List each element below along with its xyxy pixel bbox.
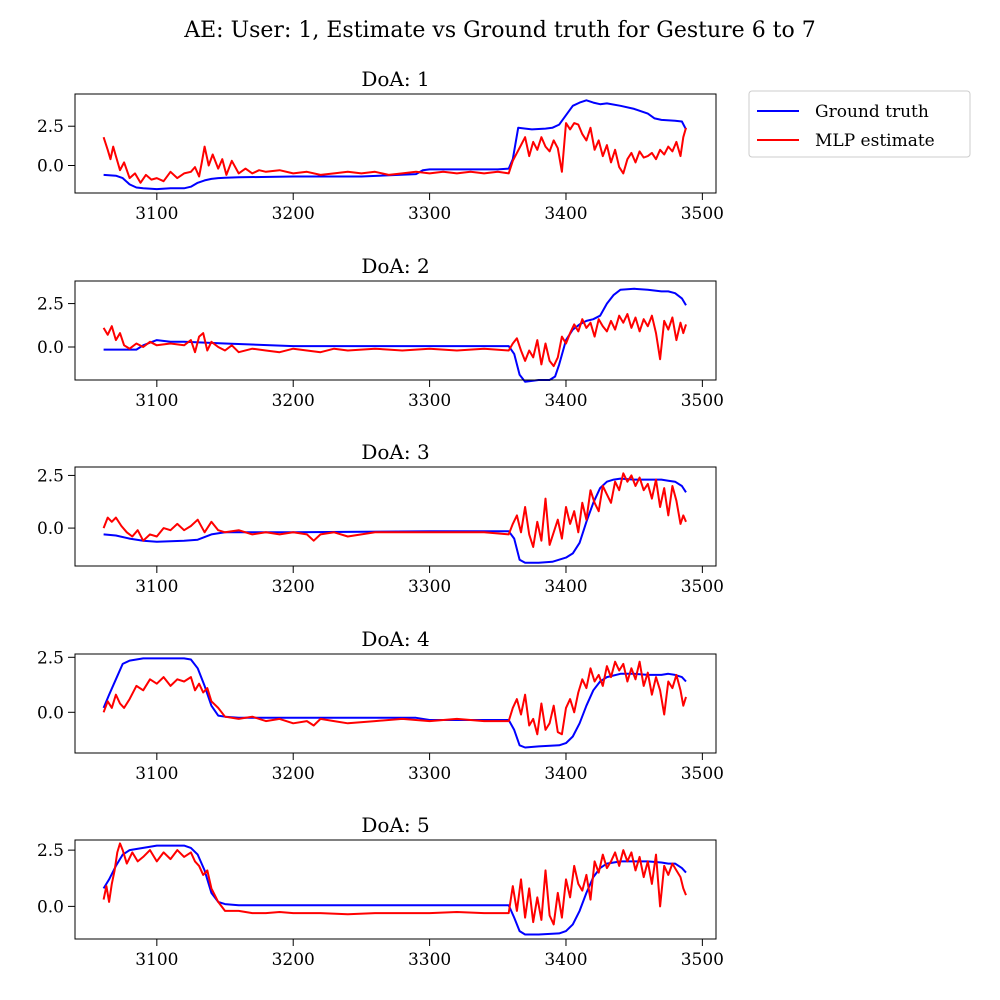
- y-tick-label: 2.5: [37, 648, 64, 668]
- x-tick-label: 3300: [408, 391, 451, 411]
- x-tick-label: 3400: [544, 391, 587, 411]
- x-tick-label: 3400: [544, 950, 587, 970]
- y-tick-label: 0.0: [37, 157, 64, 177]
- x-tick-label: 3300: [408, 577, 451, 597]
- subplot-title: DoA: 1: [361, 67, 429, 91]
- legend: Ground truth MLP estimate: [748, 90, 971, 158]
- mlp-estimate-line: [102, 313, 687, 368]
- mlp-estimate-line: [102, 472, 687, 548]
- ground-truth-line: [103, 477, 687, 564]
- x-tick-label: 3100: [135, 204, 178, 224]
- x-tick-label: 3500: [681, 764, 724, 784]
- mlp-estimate-line: [102, 122, 687, 184]
- subplot-title: DoA: 3: [361, 440, 429, 464]
- subplot-1: DoA: 1 3100 3200 3300 3400 3500 0.0 2.5: [37, 67, 724, 224]
- x-tick-label: 3400: [544, 204, 587, 224]
- axes-frame: [74, 466, 717, 567]
- mlp-estimate-line: [102, 842, 687, 926]
- x-tick-label: 3400: [544, 764, 587, 784]
- figure-title: AE: User: 1, Estimate vs Ground truth fo…: [183, 18, 816, 43]
- x-tick-label: 3200: [272, 204, 315, 224]
- x-tick-label: 3500: [681, 577, 724, 597]
- ground-truth-line: [103, 99, 687, 191]
- ground-truth-line: [103, 287, 687, 383]
- legend-label-mlp-estimate: MLP estimate: [815, 131, 935, 151]
- axes-frame: [74, 93, 717, 194]
- subplots: DoA: 1 3100 3200 3300 3400 3500 0.0 2.5 DoA: 2 31…: [37, 67, 724, 970]
- x-tick-label: 3100: [135, 391, 178, 411]
- x-tick-label: 3400: [544, 577, 587, 597]
- y-tick-label: 2.5: [37, 295, 64, 315]
- y-tick-label: 0.0: [37, 519, 64, 539]
- x-tick-label: 3100: [135, 764, 178, 784]
- axes-frame: [74, 280, 717, 381]
- x-tick-label: 3300: [408, 204, 451, 224]
- subplot-2: DoA: 2 3100 3200 3300 3400 3500 0.0 2.5: [37, 254, 724, 411]
- subplot-title: DoA: 4: [361, 627, 429, 651]
- subplot-3: DoA: 3 3100 3200 3300 3400 3500 0.0 2.5: [37, 440, 724, 597]
- y-tick-label: 2.5: [37, 466, 64, 486]
- subplot-4: DoA: 4 3100 3200 3300 3400 3500 0.0 2.5: [37, 627, 724, 784]
- x-tick-label: 3500: [681, 391, 724, 411]
- subplot-title: DoA: 2: [361, 254, 429, 278]
- axes-frame: [74, 653, 717, 754]
- axes-frame: [74, 839, 717, 940]
- y-tick-label: 0.0: [37, 703, 64, 723]
- x-tick-label: 3100: [135, 577, 178, 597]
- mlp-estimate-line: [102, 660, 687, 736]
- x-tick-label: 3300: [408, 950, 451, 970]
- subplot-5: DoA: 5 3100 3200 3300 3400 3500 0.0 2.5: [37, 813, 724, 970]
- legend-frame: [748, 90, 971, 158]
- x-tick-label: 3200: [272, 577, 315, 597]
- subplot-title: DoA: 5: [361, 813, 429, 837]
- x-tick-label: 3300: [408, 764, 451, 784]
- y-tick-label: 0.0: [37, 338, 64, 358]
- x-tick-label: 3200: [272, 764, 315, 784]
- y-tick-label: 0.0: [37, 897, 64, 917]
- x-tick-label: 3500: [681, 204, 724, 224]
- x-tick-label: 3200: [272, 391, 315, 411]
- x-tick-label: 3100: [135, 950, 178, 970]
- y-tick-label: 2.5: [37, 841, 64, 861]
- y-tick-label: 2.5: [37, 117, 64, 137]
- legend-label-ground-truth: Ground truth: [815, 102, 929, 122]
- x-tick-label: 3200: [272, 950, 315, 970]
- x-tick-label: 3500: [681, 950, 724, 970]
